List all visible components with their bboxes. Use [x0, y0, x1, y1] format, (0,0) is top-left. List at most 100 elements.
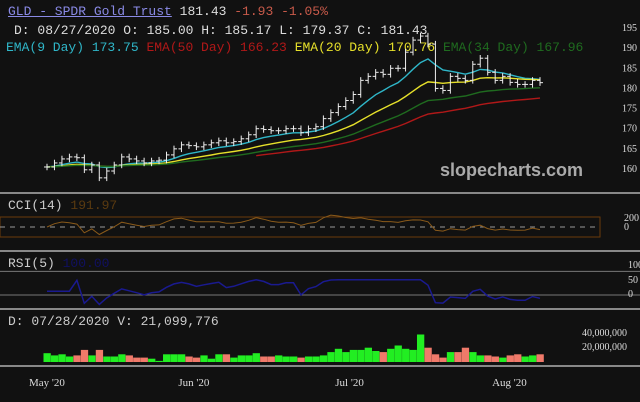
volume-bar	[200, 355, 208, 362]
cci-band	[0, 216, 601, 238]
rsi-value: 100.00	[62, 256, 110, 271]
price-bar	[96, 161, 103, 182]
price-change: -1.93	[234, 4, 274, 19]
volume-bar	[454, 352, 462, 362]
ema50-label: EMA(50 Day) 166.23	[146, 40, 287, 55]
volume-bar	[252, 353, 260, 362]
price-bar	[522, 81, 529, 88]
volume-bar	[43, 353, 51, 362]
price-bar	[141, 157, 148, 167]
volume-bar	[230, 357, 238, 362]
price-bar	[275, 127, 282, 134]
price-bar	[156, 156, 163, 165]
volume-bar	[155, 360, 163, 362]
volume-bar	[409, 349, 417, 362]
volume-bar	[416, 334, 425, 362]
price-bar	[357, 77, 364, 98]
price-bar	[66, 153, 73, 163]
volume-bar	[222, 354, 231, 362]
volume-bar	[499, 357, 507, 362]
volume-bar	[170, 354, 178, 362]
price-bar	[410, 36, 417, 56]
price-bar	[73, 153, 80, 161]
volume-bar	[177, 354, 186, 362]
price-bar	[111, 161, 118, 175]
last-price: 181.43	[179, 4, 227, 19]
price-bar	[297, 125, 304, 136]
volume-bar	[514, 354, 522, 362]
date-axis-label: May '20	[29, 377, 65, 389]
date-axis-label: Aug '20	[492, 377, 527, 389]
volume-bar	[319, 355, 328, 362]
price-bar	[118, 153, 125, 169]
price-bar	[215, 137, 222, 147]
price-bar	[320, 115, 327, 130]
volume-bar	[110, 356, 119, 362]
price-bar	[193, 142, 200, 151]
ema34-line	[46, 87, 541, 168]
price-bar	[462, 75, 469, 84]
volume-bar	[342, 352, 350, 362]
rsi-title: RSI(5) 100.00	[8, 256, 109, 271]
rsi-tick: 0	[628, 289, 633, 300]
volume-bar	[73, 355, 81, 362]
volume-bar	[282, 356, 290, 362]
volume-bar	[402, 348, 410, 362]
price-bar	[380, 69, 387, 78]
volume-bar	[245, 355, 253, 362]
price-bar	[372, 69, 379, 80]
price-tick: 190	[622, 43, 637, 54]
price-bar	[424, 32, 431, 48]
price-bar	[439, 85, 446, 94]
price-bar	[133, 155, 140, 165]
price-bar	[238, 135, 245, 145]
price-bar	[253, 125, 260, 138]
volume-bar	[334, 348, 343, 362]
volume-bar	[431, 354, 440, 362]
ema20-label: EMA(20 Day) 170.76	[294, 40, 436, 55]
volume-bar	[267, 356, 275, 362]
price-bar	[537, 77, 543, 86]
price-bar	[148, 157, 155, 167]
volume-bar	[424, 347, 432, 362]
cci-tick: 0	[624, 222, 629, 233]
volume-bar	[88, 355, 96, 362]
price-bar	[335, 103, 342, 116]
volume-bar	[304, 356, 313, 362]
volume-bar	[372, 351, 380, 362]
price-tick: 175	[622, 104, 637, 115]
volume-bar	[192, 357, 201, 362]
price-bar	[103, 167, 110, 182]
volume-bar	[290, 356, 298, 362]
volume-bar	[327, 352, 335, 362]
price-bar	[305, 125, 312, 136]
price-bar	[283, 125, 290, 134]
volume-bar	[506, 355, 514, 362]
ema20-line	[46, 76, 541, 168]
price-tick: 165	[622, 144, 637, 155]
price-bar	[484, 54, 491, 76]
price-bar	[58, 155, 65, 167]
price-tick: 185	[622, 63, 637, 74]
rsi-label: RSI(5)	[8, 256, 55, 271]
volume-bar	[207, 358, 216, 362]
price-bar	[514, 79, 521, 88]
volume-tick: 40,000,000	[582, 328, 627, 339]
volume-bar	[364, 347, 372, 362]
price-bar	[230, 138, 237, 147]
price-bar	[44, 163, 50, 171]
cci-title: CCI(14) 191.97	[8, 198, 117, 213]
price-bar	[245, 131, 252, 143]
symbol-link[interactable]: GLD - SPDR Gold Trust	[8, 4, 172, 19]
volume-bar	[521, 356, 529, 362]
ema9-label: EMA(9 Day) 173.75	[6, 40, 139, 55]
price-bar	[387, 65, 394, 78]
price-bar	[81, 154, 88, 174]
ema34-label: EMA(34 Day) 167.96	[442, 40, 584, 55]
volume-bar	[133, 357, 141, 362]
ema-legend: EMA(9 Day) 173.75 EMA(50 Day) 166.23 EMA…	[6, 40, 583, 55]
cci-value: 191.97	[70, 198, 118, 213]
volume-bar	[103, 356, 111, 362]
price-bar	[447, 73, 454, 94]
